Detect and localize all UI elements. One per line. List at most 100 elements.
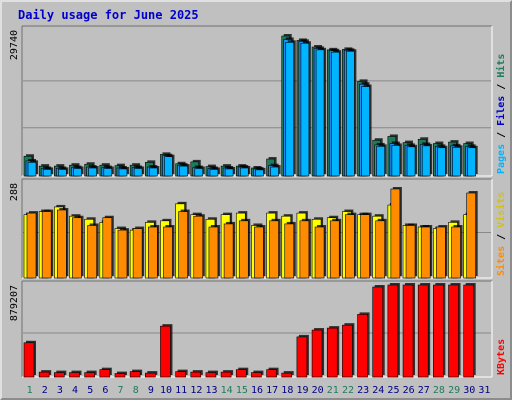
bar-sites-day-8-face — [132, 228, 143, 279]
bar-kbytes-day-8-face — [129, 371, 141, 378]
day-label-12: 12 — [190, 385, 202, 396]
bar-sites-day-7-face — [117, 229, 128, 279]
bar-sites-day-5-face — [87, 225, 97, 279]
bar-pages-day-5-face — [88, 167, 97, 177]
bar-kbytes-day-17-face — [266, 369, 277, 378]
bar-sites-day-16 — [254, 225, 266, 279]
bar-sites-day-26 — [405, 223, 418, 279]
bar-kbytes-day-11 — [175, 369, 188, 378]
bar-sites-day-2 — [41, 209, 54, 279]
bar-pages-day-25-face — [391, 145, 401, 177]
day-label-25: 25 — [387, 385, 399, 396]
bar-sites-day-14 — [223, 221, 236, 279]
bar-sites-day-4 — [72, 215, 84, 279]
day-label-9: 9 — [148, 385, 154, 396]
bar-kbytes-day-9-face — [144, 372, 156, 378]
bar-sites-day-24-face — [375, 220, 386, 279]
day-label-24: 24 — [372, 385, 384, 396]
bar-sites-day-7 — [117, 228, 129, 279]
axis-max-label-panel-1: 29740 — [9, 30, 20, 60]
axis-max-label-panel-3: 879207 — [9, 285, 20, 321]
day-label-16: 16 — [251, 385, 263, 396]
bar-pages-day-22-face — [346, 50, 355, 177]
bar-kbytes-day-8 — [129, 369, 143, 378]
bar-kbytes-day-6-face — [99, 369, 111, 378]
bar-kbytes-day-15-face — [235, 369, 247, 378]
bar-kbytes-day-28 — [433, 283, 446, 378]
bar-sites-day-22-face — [345, 214, 355, 279]
day-label-23: 23 — [357, 385, 369, 396]
bar-sites-day-20-face — [314, 226, 325, 279]
bar-pages-day-11-face — [179, 165, 188, 177]
bar-sites-day-1 — [26, 211, 38, 279]
bar-kbytes-day-12-face — [190, 371, 202, 378]
bar-sites-day-27-face — [420, 226, 431, 279]
bar-pages-day-9 — [148, 165, 160, 177]
day-label-7: 7 — [118, 385, 124, 396]
day-label-2: 2 — [42, 385, 48, 396]
bar-kbytes-day-27 — [417, 283, 431, 378]
bar-kbytes-day-29 — [448, 283, 461, 378]
bar-pages-day-25 — [391, 143, 402, 177]
legend-panel-1-part-2: / — [496, 126, 507, 144]
bar-kbytes-day-17 — [266, 367, 279, 378]
bar-sites-day-29-face — [451, 226, 461, 279]
bar-sites-day-25 — [390, 187, 402, 279]
bar-pages-day-7 — [118, 166, 129, 177]
bar-pages-day-4 — [73, 166, 84, 177]
bar-pages-day-26-face — [406, 146, 416, 177]
bar-pages-day-1-face — [27, 162, 37, 177]
bar-kbytes-day-10-face — [160, 325, 171, 378]
bar-kbytes-day-19 — [296, 334, 309, 378]
bar-kbytes-day-11-face — [175, 371, 186, 378]
bar-pages-day-23-face — [361, 86, 370, 177]
day-label-1: 1 — [27, 385, 33, 396]
bar-kbytes-day-7 — [114, 371, 127, 378]
bar-sites-day-3-face — [57, 209, 67, 279]
bar-kbytes-day-23-face — [357, 314, 368, 378]
bar-kbytes-day-15 — [235, 367, 249, 378]
bar-kbytes-day-16 — [251, 370, 264, 378]
bar-pages-day-27 — [421, 143, 433, 177]
day-label-15: 15 — [236, 385, 248, 396]
bar-kbytes-day-10 — [160, 324, 173, 378]
day-label-8: 8 — [133, 385, 139, 396]
bar-pages-day-6 — [103, 166, 114, 177]
bar-kbytes-day-30 — [463, 283, 476, 378]
day-label-30: 30 — [463, 385, 475, 396]
day-label-22: 22 — [342, 385, 354, 396]
bar-sites-day-9 — [147, 225, 160, 279]
bar-kbytes-day-24-face — [372, 286, 384, 378]
day-label-27: 27 — [418, 385, 430, 396]
bar-sites-day-28 — [436, 225, 448, 279]
bar-pages-day-16 — [255, 167, 266, 177]
usage-chart: Daily usage for June 2025 1 2 3 4 5 6 7 8 9 10 11 1… — [9, 8, 507, 396]
bar-kbytes-day-26-face — [402, 284, 414, 378]
bar-pages-day-28-face — [437, 147, 446, 177]
bar-pages-day-8-face — [133, 168, 143, 177]
bar-pages-day-17 — [270, 165, 281, 177]
bar-pages-day-22 — [346, 49, 357, 177]
legend-panel-1-part-5: Hits — [495, 54, 507, 78]
bar-kbytes-day-16-face — [251, 372, 262, 378]
bar-kbytes-day-21 — [326, 326, 340, 378]
bar-sites-day-23-face — [360, 214, 370, 279]
bar-sites-day-10 — [163, 225, 175, 279]
bar-pages-day-18-face — [285, 42, 295, 177]
bar-pages-day-20-face — [315, 49, 325, 177]
legend-panel-1-part-1: Pages — [496, 144, 507, 174]
bar-kbytes-day-14 — [220, 370, 234, 378]
legend-panel-3-part-1: KBytes — [496, 339, 507, 375]
bar-sites-day-17-face — [269, 220, 279, 279]
legend-panel-2: Sites / Visits — [495, 192, 507, 276]
bar-kbytes-day-18-face — [281, 372, 293, 378]
bar-pages-day-16-face — [255, 169, 264, 177]
bar-kbytes-day-25 — [387, 283, 400, 378]
bar-sites-day-11-face — [178, 211, 188, 279]
bar-pages-day-8 — [133, 166, 145, 177]
legend-panel-2-part-2: / — [496, 228, 507, 246]
bar-kbytes-day-1-face — [23, 342, 35, 378]
bar-pages-day-24 — [376, 144, 387, 177]
bar-sites-day-10-face — [163, 226, 173, 279]
bar-kbytes-day-5-face — [84, 372, 95, 378]
